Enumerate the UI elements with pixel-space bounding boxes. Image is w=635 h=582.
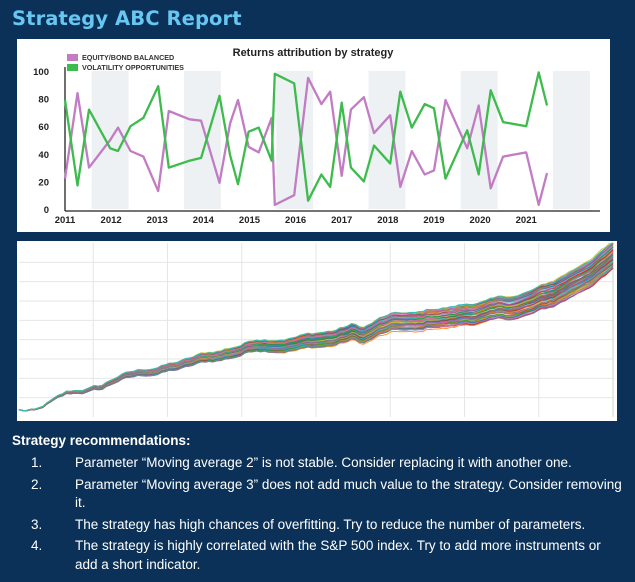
list-item-text: Parameter “Moving average 3” does not ad… [75,476,622,511]
equity-curves-chart [17,241,617,421]
x-tick-label: 2019 [423,215,444,226]
list-item: 1. Parameter “Moving average 2” is not s… [20,454,625,473]
x-tick-label: 2012 [101,215,122,226]
y-tick-label: 100 [33,67,49,78]
y-tick-label: 20 [38,177,49,188]
list-item-number: 3. [31,516,43,532]
x-tick-label: 2014 [193,215,215,226]
list-item: 2. Parameter “Moving average 3” does not… [20,476,625,513]
x-tick-label: 2016 [285,215,306,226]
series-line-2 [63,71,549,202]
x-tick-label: 2018 [377,215,398,226]
x-tick-label: 2011 [55,215,76,226]
recommendations-list: 1. Parameter “Moving average 2” is not s… [20,454,625,577]
list-item: 3. The strategy has high chances of over… [20,516,625,535]
equity-curve [18,242,614,412]
year-band [183,71,221,209]
list-item-number: 2. [31,476,43,492]
recommendations-header: Strategy recommendations: [12,433,191,448]
x-tick-label: 2015 [239,215,261,226]
y-tick-label: 60 [38,122,49,133]
legend-swatch [67,64,78,71]
chart-title: Returns attribution by strategy [233,47,395,59]
x-tick-label: 2021 [516,215,538,226]
y-tick-label: 0 [44,205,49,216]
y-tick-label: 40 [38,150,49,161]
report-title: Strategy ABC Report [12,7,242,30]
legend-label: VOLATILITY OPPORTUNITIES [82,63,184,72]
list-item-text: The strategy is highly correlated with t… [75,538,601,572]
legend-label: EQUITY/BOND BALANCED [82,53,174,62]
year-band [552,71,590,209]
series-line-1 [63,76,549,207]
x-tick-label: 2013 [147,215,168,226]
list-item-text: Parameter “Moving average 2” is not stab… [75,455,572,470]
returns-attribution-chart: Returns attribution by strategy 0 20 40 60 80… [17,39,610,232]
y-tick-label: 80 [38,95,49,106]
list-item-text: The strategy has high chances of overfit… [75,516,586,532]
returns-attribution-svg: Returns attribution by strategy 0 20 40 60 80… [33,47,600,226]
list-item-number: 4. [31,538,43,553]
list-item-number: 1. [31,455,43,470]
legend-swatch [67,54,78,61]
x-tick-label: 2020 [470,215,491,226]
x-tick-label: 2017 [331,215,352,226]
list-item: 4. The strategy is highly correlated wit… [20,537,625,574]
equity-curves-svg [18,242,614,417]
